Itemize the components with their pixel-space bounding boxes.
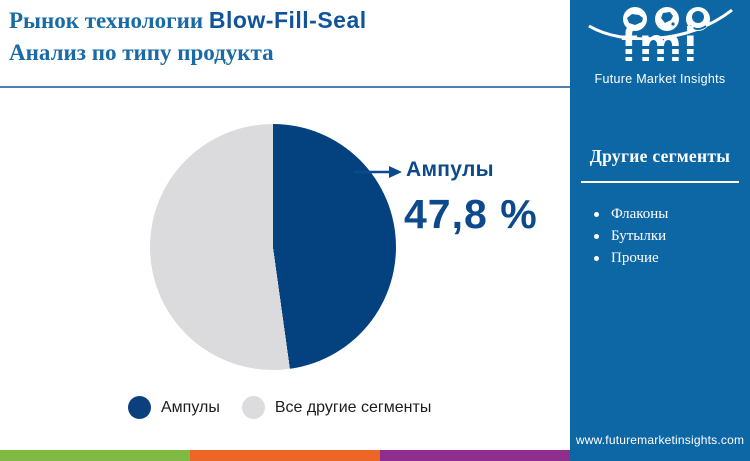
bullet-icon	[594, 233, 599, 239]
other-segments-list: Флаконы Бутылки Прочие	[594, 203, 668, 269]
list-item-label: Флаконы	[611, 206, 669, 222]
legend-item-ampoules: Ампулы	[128, 396, 220, 419]
list-item-bottles: Бутылки	[594, 225, 668, 247]
monogram-stripe	[612, 46, 710, 49]
legend-item-others: Все другие сегменты	[241, 396, 432, 419]
callout-arrow-icon	[354, 166, 402, 178]
legend-swatch-ampoules	[128, 396, 151, 419]
sidebar-heading-underline	[581, 181, 739, 183]
strip-orange	[190, 450, 380, 461]
fmi-logo: fmi Future Market Insights	[570, 4, 750, 92]
monogram-stripe	[612, 62, 710, 65]
list-item-label: Бутылки	[611, 228, 667, 244]
sidebar-heading: Другие сегменты	[589, 146, 731, 166]
strip-green	[0, 450, 190, 461]
pie-chart	[150, 124, 396, 370]
legend-label-others: Все другие сегменты	[274, 398, 432, 416]
monogram-stripe	[612, 54, 710, 57]
list-item-vials: Флаконы	[594, 203, 668, 225]
page-title: Рынок технологии Blow-Fill-Seal Анализ п…	[9, 4, 367, 69]
title-brand-part: Blow-Fill-Seal	[208, 7, 367, 33]
title-line2: Анализ по типу продукта	[9, 40, 274, 65]
callout-label: Ампулы	[406, 158, 494, 181]
logo-globes	[588, 7, 733, 40]
title-line1: Рынок технологии Blow-Fill-Seal	[9, 7, 367, 33]
title-regular-part: Рынок технологии	[9, 8, 204, 33]
globe-hand-icon	[686, 7, 710, 31]
swoosh-arc	[588, 8, 733, 40]
bullet-icon	[594, 255, 599, 261]
fmi-monogram: fmi	[621, 19, 699, 72]
europe-map-icon	[655, 7, 679, 31]
list-item-others: Прочие	[594, 247, 668, 269]
callout-value: 47,8 %	[404, 191, 538, 237]
list-item-label: Прочие	[611, 250, 659, 266]
bullet-icon	[594, 211, 599, 217]
header-divider	[0, 86, 570, 88]
legend: Ампулы Все другие сегменты	[128, 396, 431, 419]
sidebar: fmi Future Market Insights Другие сегмен…	[570, 0, 750, 461]
logo-tagline: Future Market Insights	[594, 72, 726, 86]
legend-swatch-others	[241, 396, 265, 419]
brand-color-strip	[0, 450, 570, 461]
strip-purple	[380, 450, 570, 461]
website-link[interactable]: www.futuremarketinsights.com	[575, 433, 745, 447]
us-map-icon	[623, 7, 647, 31]
legend-label-ampoules: Ампулы	[161, 398, 220, 416]
chart-panel: Рынок технологии Blow-Fill-Seal Анализ п…	[0, 4, 570, 419]
